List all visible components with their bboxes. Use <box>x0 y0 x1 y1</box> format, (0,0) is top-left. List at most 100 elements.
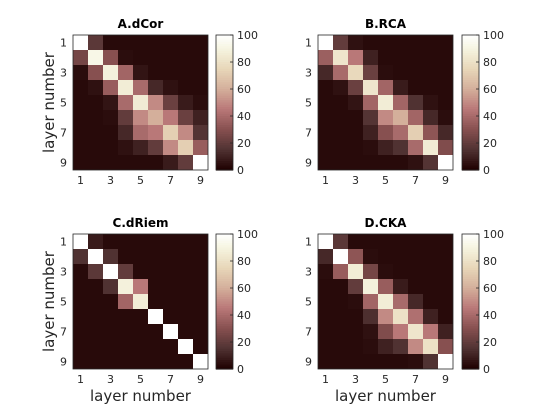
heatmap-cell <box>133 264 148 279</box>
heatmap-cell <box>363 309 378 324</box>
axes-frame <box>72 233 209 370</box>
heatmap-cell <box>393 35 408 50</box>
heatmap-cell <box>408 249 423 264</box>
heatmap-cell <box>88 110 103 125</box>
colorbar-tick-label: 100 <box>483 29 504 42</box>
colorbar-segment <box>216 95 233 99</box>
colorbar-segment <box>462 131 479 135</box>
colorbar-segment <box>462 364 479 368</box>
heatmap-cell <box>378 110 393 125</box>
colorbar-segment <box>216 140 233 144</box>
heatmap-cell <box>118 339 133 354</box>
heatmap-cell <box>118 140 133 155</box>
heatmap-cell <box>163 264 178 279</box>
heatmap-cell <box>393 95 408 110</box>
heatmap-cell <box>318 65 333 80</box>
heatmap-cell <box>73 339 88 354</box>
heatmap-cell <box>333 264 348 279</box>
colorbar-segment <box>462 138 479 142</box>
colorbar-segment <box>216 288 233 291</box>
heatmap-cell <box>133 309 148 324</box>
heatmap-cell <box>178 249 193 264</box>
heatmap-cell <box>103 339 118 354</box>
colorbar-tick-label: 0 <box>483 363 490 376</box>
colorbar-segment <box>462 285 479 289</box>
heatmap-cell <box>73 95 88 110</box>
colorbar-segment <box>462 116 479 119</box>
colorbar-tick-label: 80 <box>237 56 251 69</box>
colorbar-segment <box>462 240 479 244</box>
heatmap-cell <box>378 155 393 170</box>
colorbar-segment <box>462 281 479 285</box>
heatmap-cell <box>378 95 393 110</box>
heatmap-cell <box>348 125 363 140</box>
heatmap-cell <box>318 35 333 50</box>
colorbar-segment <box>462 80 479 83</box>
heatmap-cell <box>163 309 178 324</box>
colorbar-segment <box>462 362 479 366</box>
heatmap-cell <box>348 140 363 155</box>
heatmap-cell <box>363 80 378 95</box>
heatmap-cell <box>103 35 118 50</box>
heatmap-cell <box>163 249 178 264</box>
heatmap-cell <box>178 279 193 294</box>
colorbar-segment <box>216 129 233 133</box>
heatmap-cell <box>133 140 148 155</box>
heatmap-cell <box>438 354 453 369</box>
colorbar-segment <box>462 62 479 65</box>
colorbar-segment <box>462 319 479 323</box>
y-tick-label: 3 <box>60 266 67 279</box>
heatmap-cell <box>163 65 178 80</box>
heatmap-cell <box>408 95 423 110</box>
heatmap-cell <box>363 65 378 80</box>
colorbar-segment <box>216 84 233 88</box>
heatmap-cell <box>103 110 118 125</box>
x-tick-label: 9 <box>442 373 449 386</box>
colorbar-segment <box>216 35 233 38</box>
colorbar-segment <box>462 294 479 298</box>
colorbar-segment <box>462 346 479 350</box>
colorbar-segment <box>216 156 233 160</box>
x-tick-label: 1 <box>77 174 84 187</box>
colorbar-segment <box>462 93 479 97</box>
heatmap-cell <box>393 264 408 279</box>
colorbar-segment <box>462 299 479 303</box>
colorbar-segment <box>216 102 233 106</box>
heatmap-cell <box>423 140 438 155</box>
colorbar-segment <box>462 238 479 242</box>
colorbar-segment <box>462 136 479 140</box>
heatmap-cell <box>438 95 453 110</box>
colorbar-segment <box>462 167 479 171</box>
colorbar-segment <box>216 82 233 86</box>
colorbar-segment <box>462 55 479 59</box>
colorbar-segment <box>216 292 233 296</box>
heatmap-cell <box>423 50 438 65</box>
colorbar-segment <box>462 147 479 151</box>
heatmap-cell <box>393 65 408 80</box>
heatmap-cell <box>88 155 103 170</box>
colorbar-tick-label: 0 <box>483 164 490 177</box>
heatmap-cell <box>348 324 363 339</box>
x-tick-label: 5 <box>137 373 144 386</box>
colorbar-segment <box>216 285 233 289</box>
heatmap-cell <box>163 35 178 50</box>
colorbar-segment <box>462 140 479 144</box>
colorbar-segment <box>216 258 233 262</box>
heatmap-cell <box>333 65 348 80</box>
heatmap-cell <box>378 294 393 309</box>
heatmap-cell <box>163 339 178 354</box>
heatmap-cell <box>378 279 393 294</box>
heatmap-cell <box>193 324 208 339</box>
heatmap-cell <box>73 125 88 140</box>
heatmap-cell <box>363 35 378 50</box>
heatmap-cell <box>408 294 423 309</box>
colorbar-tick-label: 100 <box>237 228 258 241</box>
y-tick-label: 5 <box>305 97 312 110</box>
colorbar-segment <box>216 122 233 126</box>
heatmap-cell <box>438 155 453 170</box>
colorbar-segment <box>216 75 233 79</box>
colorbar-segment <box>462 249 479 253</box>
y-axis-label: layer number <box>40 250 58 352</box>
colorbar-segment <box>462 35 479 38</box>
